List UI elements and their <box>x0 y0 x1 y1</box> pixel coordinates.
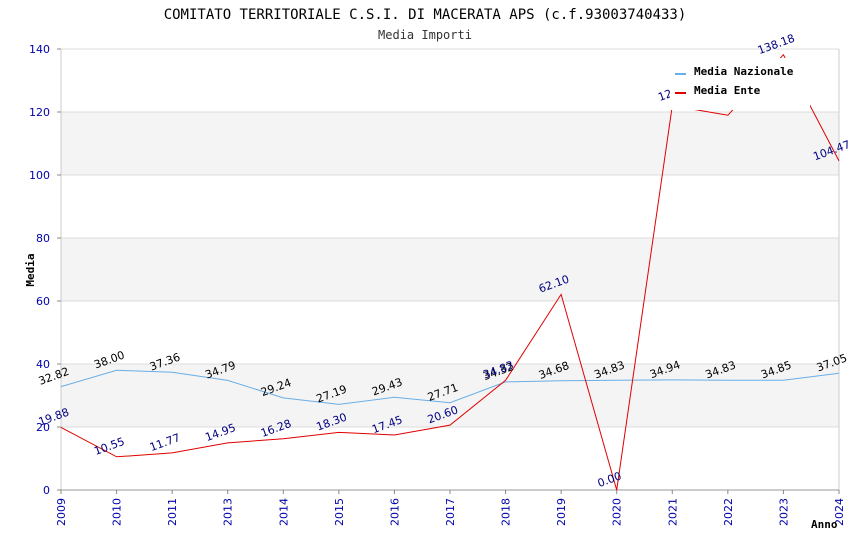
x-tick-label-2016: 2016 <box>388 498 401 526</box>
data-label-ente-2011: 11.77 <box>148 431 182 454</box>
x-tick-label-2013: 2013 <box>222 498 235 526</box>
y-tick-label-60: 60 <box>36 295 50 308</box>
series-line-media-nazionale <box>60 369 840 405</box>
x-tick-label-2023: 2023 <box>777 498 790 526</box>
y-axis-label: Media <box>24 253 37 286</box>
x-tick-label-2011: 2011 <box>166 498 179 526</box>
legend-box <box>670 58 810 110</box>
data-label-ente-2010: 10.55 <box>92 435 126 458</box>
x-ticks: 2009 2010 2011 2013 2014 2015 2016 2017 2018 2019… <box>55 490 846 526</box>
x-tick-label-2018: 2018 <box>500 498 513 526</box>
grid-band <box>61 238 839 301</box>
grid-band <box>61 112 839 175</box>
grid-bands <box>61 112 839 427</box>
y-tick-label-100: 100 <box>29 169 50 182</box>
x-tick-label-2014: 2014 <box>277 498 290 526</box>
y-tick-label-120: 120 <box>29 106 50 119</box>
data-label-ente-2021: 12 <box>656 87 674 104</box>
x-tick-label-2020: 2020 <box>611 498 624 526</box>
legend-label-media-ente: Media Ente <box>694 84 761 97</box>
data-label-ente-2023: 138.18 <box>756 32 797 57</box>
x-tick-label-2017: 2017 <box>444 498 457 526</box>
x-tick-label-2024: 2024 <box>833 498 846 526</box>
x-tick-label-2021: 2021 <box>666 498 679 526</box>
y-tick-label-140: 140 <box>29 43 50 56</box>
chart-title: COMITATO TERRITORIALE C.S.I. DI MACERATA… <box>164 7 687 23</box>
x-tick-label-2019: 2019 <box>555 498 568 526</box>
series-line-media-ente <box>60 53 840 491</box>
x-axis-label: Anno <box>811 518 838 531</box>
y-tick-label-40: 40 <box>36 358 50 371</box>
x-tick-label-2022: 2022 <box>722 498 735 526</box>
y-tick-label-0: 0 <box>43 484 50 497</box>
y-tick-label-80: 80 <box>36 232 50 245</box>
y-ticks: 0 20 40 60 80 100 120 140 <box>29 43 61 497</box>
legend: Media Nazionale Media Ente <box>670 58 810 110</box>
y-tick-label-20: 20 <box>36 421 50 434</box>
chart-subtitle: Media Importi <box>378 28 472 42</box>
series-group <box>60 53 840 491</box>
data-label-ente-2020: 0.00 <box>596 469 623 490</box>
x-tick-label-2009: 2009 <box>55 498 68 526</box>
legend-label-media-nazionale: Media Nazionale <box>694 65 794 78</box>
x-tick-label-2010: 2010 <box>111 498 124 526</box>
x-tick-label-2015: 2015 <box>333 498 346 526</box>
